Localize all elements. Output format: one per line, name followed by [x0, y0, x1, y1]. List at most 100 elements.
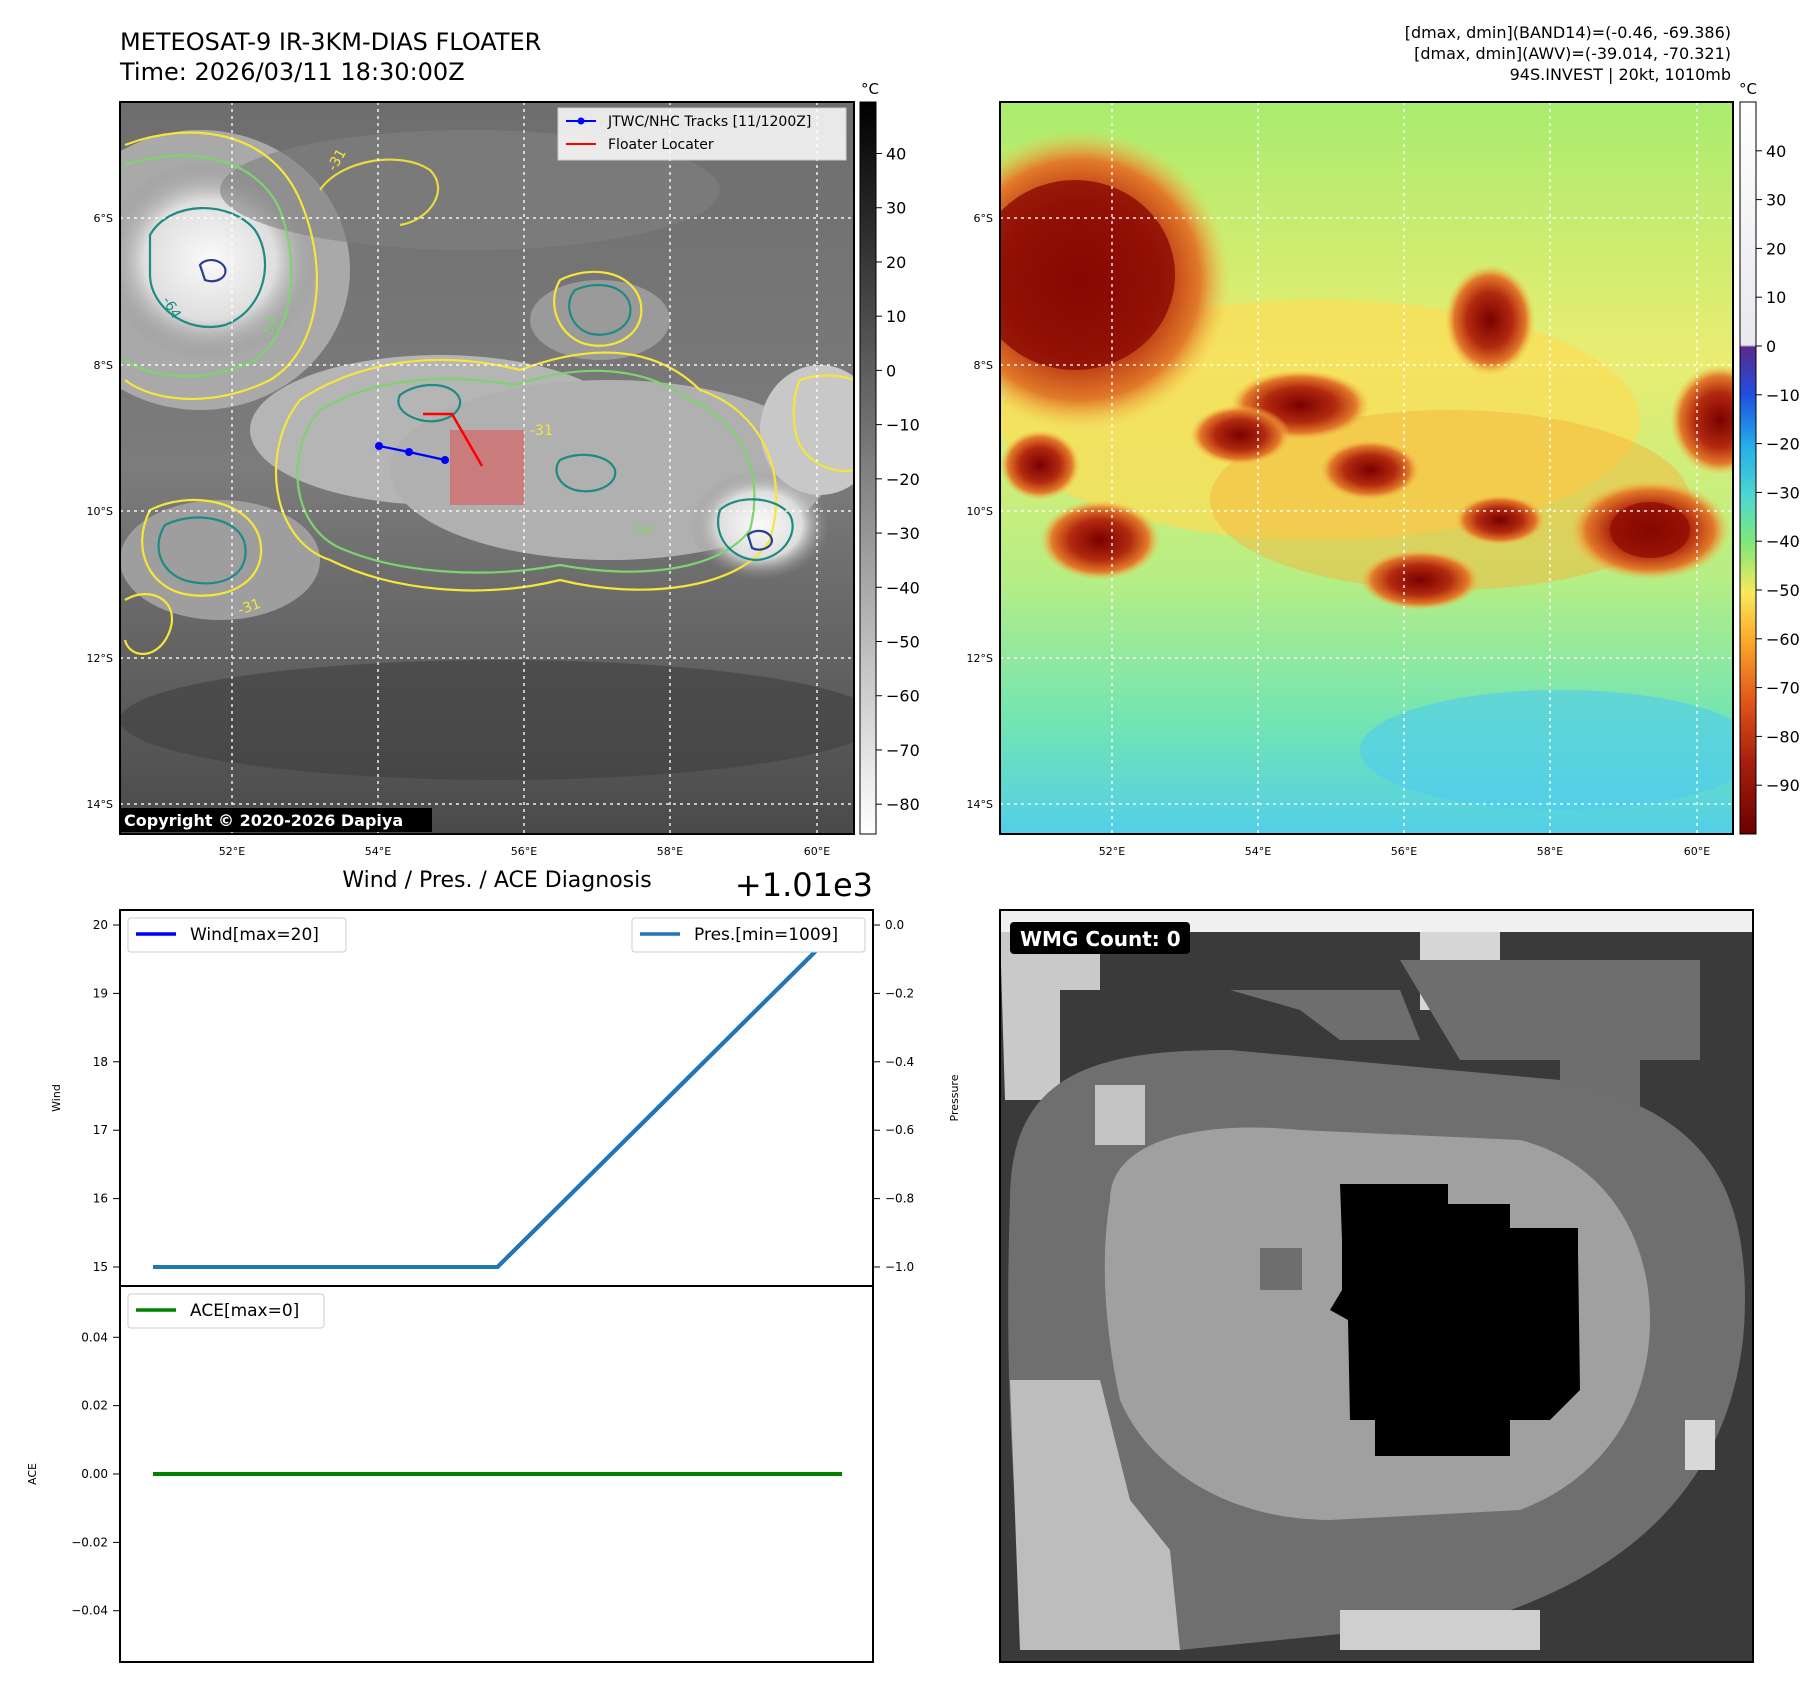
track-point [375, 442, 383, 450]
title-line2: Time: 2026/03/11 18:30:00Z [119, 58, 465, 86]
ir-map: -31 -31 -31 -54 -54 -64 JTWC/NHC Tracks … [87, 101, 855, 858]
ace-tick-label: −0.02 [71, 1535, 108, 1549]
lat-tick: 10°S [87, 505, 113, 518]
pressure-tick-label: −0.6 [885, 1123, 914, 1137]
colorbar-tick-label: −40 [1766, 532, 1800, 551]
colorbar-tick-label: −20 [1766, 435, 1800, 454]
ace-legend: ACE[max=0] [127, 1293, 325, 1329]
wind-legend: Wind[max=20] [127, 917, 347, 953]
awv-colorbar-unit: °C [1739, 80, 1757, 98]
wind-tick-label: 20 [93, 918, 108, 932]
ace-tick-label: 0.00 [81, 1467, 108, 1481]
lon-tick: 52°E [1099, 845, 1125, 858]
awv-map: 6°S 8°S 10°S 12°S 14°S 52°E 54°E 56°E 58… [967, 101, 1734, 858]
wind-pres-axes [119, 909, 874, 1287]
ace-tick-label: 0.02 [81, 1399, 108, 1413]
wmg-count-label: WMG Count: 0 [1020, 927, 1181, 951]
ir-colorbar: °C 40 30 20 10 0 −10 −20 −30 −40 −50 −60 −70 −80 [859, 80, 920, 835]
colorbar-tick-label: −50 [1766, 581, 1800, 600]
colorbar-tick-label: −40 [886, 578, 920, 597]
pressure-series-line [153, 923, 844, 1269]
info-line1: [dmax, dmin](BAND14)=(-0.46, -69.386) [1405, 23, 1731, 42]
info-line3: 94S.INVEST | 20kt, 1010mb [1510, 65, 1731, 84]
colorbar-tick-label: −10 [1766, 386, 1800, 405]
colorbar-tick-label: −30 [886, 524, 920, 543]
colorbar-tick-label: −60 [1766, 630, 1800, 649]
wind-tick-label: 19 [93, 986, 108, 1000]
colorbar-tick-label: 0 [1766, 337, 1776, 356]
lon-tick: 54°E [365, 845, 391, 858]
lat-tick: 8°S [974, 359, 993, 372]
wind-tick-label: 16 [93, 1192, 108, 1206]
pressure-tick-label: −1.0 [885, 1260, 914, 1274]
colorbar-tick-label: 10 [886, 307, 906, 326]
colorbar-tick-label: 30 [1766, 191, 1786, 210]
contour-label-31: -31 [530, 423, 553, 439]
colorbar-tick-label: 10 [1766, 288, 1786, 307]
lat-tick: 12°S [87, 652, 113, 665]
pressure-tick-label: −0.2 [885, 986, 914, 1000]
copyright: Copyright © 2020-2026 Dapiya [124, 811, 403, 830]
colorbar-tick-label: 0 [886, 361, 896, 380]
colorbar-tick-label: −50 [886, 633, 920, 652]
lat-tick: 12°S [967, 652, 993, 665]
wind-axis-label: Wind [50, 1084, 63, 1112]
colorbar-tick-label: 20 [886, 253, 906, 272]
ace-tick-label: 0.04 [81, 1330, 108, 1344]
colorbar-tick-label: −80 [1766, 727, 1800, 746]
legend-track-label: JTWC/NHC Tracks [11/1200Z] [607, 114, 811, 130]
lon-tick: 60°E [1684, 845, 1710, 858]
lon-tick: 58°E [657, 845, 683, 858]
colorbar-tick-label: −70 [1766, 679, 1800, 698]
pressure-tick-label: 0.0 [885, 918, 904, 932]
ir-map-frame [119, 101, 855, 835]
colorbar-tick-label: −10 [886, 416, 920, 435]
contour-label-54: -54 [630, 523, 653, 539]
lon-tick: 60°E [804, 845, 830, 858]
pres-legend-label: Pres.[min=1009] [694, 925, 838, 945]
colorbar-tick-label: −30 [1766, 483, 1800, 502]
colorbar-tick-label: −80 [886, 795, 920, 814]
awv-colorbar: °C 40 30 20 10 0 −10 −20 −30 −40 −50 −60 −70 −80 −90 [1739, 80, 1800, 835]
colorbar-tick-label: −20 [886, 470, 920, 489]
track-point [441, 456, 449, 464]
lon-tick: 58°E [1537, 845, 1563, 858]
title-line1: METEOSAT-9 IR-3KM-DIAS FLOATER [120, 28, 541, 56]
floater-box [450, 430, 524, 505]
contour-label-31: -31 [236, 596, 263, 619]
awv-map-frame [999, 101, 1734, 835]
colorbar-tick-label: −60 [886, 687, 920, 706]
wmg-panel: WMG Count: 0 [999, 909, 1754, 1663]
colorbar-tick-label: −70 [886, 741, 920, 760]
diagnosis-title: Wind / Pres. / ACE Diagnosis [342, 868, 651, 893]
ir-colorbar-unit: °C [861, 80, 879, 98]
lat-tick: 8°S [94, 359, 113, 372]
map-legend: JTWC/NHC Tracks [11/1200Z] Floater Locat… [557, 107, 847, 161]
lat-tick: 6°S [94, 212, 113, 225]
lat-tick: 14°S [967, 798, 993, 811]
legend-locator-label: Floater Locater [608, 137, 714, 153]
lon-tick: 56°E [511, 845, 537, 858]
colorbar-tick-label: 40 [1766, 142, 1786, 161]
wind-tick-label: 18 [93, 1055, 108, 1069]
wind-legend-label: Wind[max=20] [190, 925, 319, 945]
pres-legend: Pres.[min=1009] [631, 917, 866, 953]
wind-tick-label: 15 [93, 1260, 108, 1274]
track-point [405, 448, 413, 456]
diagnosis-chart: Wind / Pres. / ACE Diagnosis +1.01e3 Win… [26, 866, 961, 1663]
colorbar-tick-label: 20 [1766, 239, 1786, 258]
ace-axis-label: ACE [26, 1463, 39, 1485]
pressure-tick-label: −0.4 [885, 1055, 914, 1069]
ace-tick-label: −0.04 [71, 1604, 108, 1618]
lon-tick: 56°E [1391, 845, 1417, 858]
floater-locator-line [423, 412, 484, 467]
colorbar-tick-label: 30 [886, 199, 906, 218]
lat-tick: 10°S [967, 505, 993, 518]
info-line2: [dmax, dmin](AWV)=(-39.014, -70.321) [1414, 44, 1731, 63]
lat-tick: 6°S [974, 212, 993, 225]
lon-tick: 52°E [219, 845, 245, 858]
ace-legend-label: ACE[max=0] [190, 1301, 299, 1321]
lon-tick: 54°E [1245, 845, 1271, 858]
pressure-offset-label: +1.01e3 [735, 866, 873, 904]
